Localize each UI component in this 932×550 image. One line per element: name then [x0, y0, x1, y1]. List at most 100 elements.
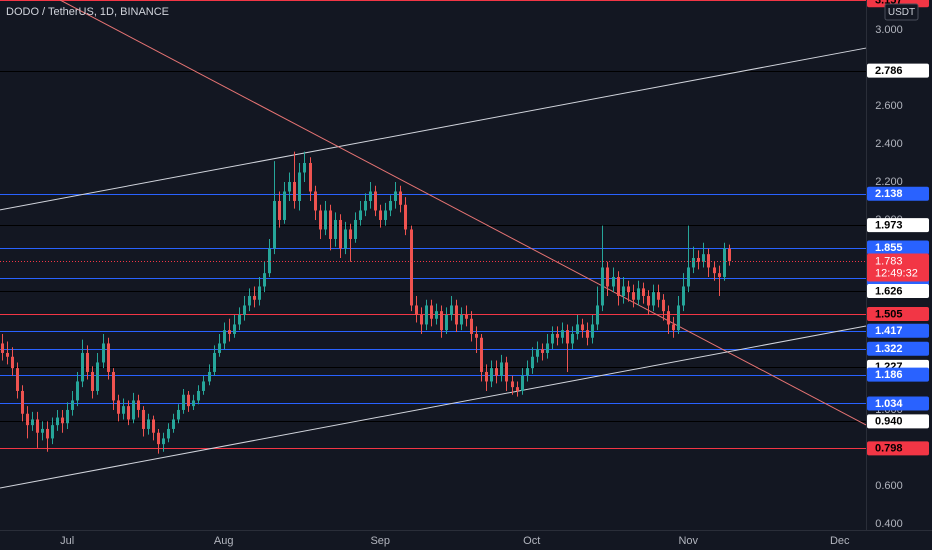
candle-body [526, 368, 529, 376]
candle-body [384, 210, 387, 220]
candle-body [288, 181, 291, 192]
candle-body [157, 432, 160, 445]
currency[interactable]: USDT [888, 7, 915, 18]
candle-body [46, 428, 49, 439]
candle-body [713, 267, 716, 274]
candle-body [208, 371, 211, 382]
candle-body [455, 305, 458, 325]
candle-body [61, 417, 64, 424]
candle-body [303, 162, 306, 173]
candle-body [485, 371, 488, 382]
x-tick-label: Sep [370, 535, 390, 547]
level-label: 1.855 [875, 242, 903, 254]
candle-body [617, 276, 620, 296]
candle-body [218, 343, 221, 353]
candle-body [576, 324, 579, 334]
candle-body [389, 200, 392, 211]
level-label: 3.157 [875, 0, 903, 7]
level-label: 2.138 [875, 188, 903, 200]
candle-body [31, 419, 34, 426]
candle-body [606, 267, 609, 287]
candle-body [364, 200, 367, 211]
candle-body [692, 257, 695, 268]
candle-body [1, 343, 4, 353]
candle-body [531, 356, 534, 369]
candle-body [495, 368, 498, 376]
level-label: 1.417 [875, 325, 903, 337]
level-label-box [867, 414, 929, 429]
candle-body [81, 352, 84, 382]
candle-body [586, 330, 589, 338]
candle-body [172, 419, 175, 429]
candle-body [546, 343, 549, 353]
candle-body [233, 324, 236, 334]
candle-body [490, 368, 493, 382]
candle-body [339, 219, 342, 249]
candle-body [91, 371, 94, 391]
x-tick-label: Aug [214, 535, 234, 547]
candle-body [505, 362, 508, 382]
candle-body [228, 330, 231, 334]
x-tick-label: Dec [830, 535, 850, 547]
candle-body [566, 330, 569, 344]
candle-body [642, 288, 645, 296]
candle-body [556, 333, 559, 338]
candle-body [167, 428, 170, 439]
level-label-box [867, 341, 929, 356]
level-label: 1.322 [875, 343, 903, 355]
candle-body [243, 305, 246, 315]
level-label-box [867, 307, 929, 322]
candle-body [86, 352, 89, 372]
candle-body [258, 286, 261, 300]
candle-body [142, 409, 145, 429]
candle-body [728, 248, 731, 262]
currency-box[interactable] [884, 3, 919, 21]
candle-body [632, 292, 635, 300]
candle-body [541, 349, 544, 353]
candle-body [612, 276, 615, 287]
candle-body [192, 400, 195, 407]
candle-body [329, 210, 332, 239]
candle-body [475, 333, 478, 338]
x-tick-label: Jul [60, 535, 74, 547]
candle-body [238, 314, 241, 325]
candle-body [374, 191, 377, 211]
candle-body [278, 200, 281, 220]
candle-body [319, 210, 322, 230]
candle-body [137, 400, 140, 410]
candle-body [132, 400, 135, 420]
candle-body [51, 425, 54, 439]
candle-body [71, 400, 74, 410]
candle-body [657, 292, 660, 300]
candle-body [662, 299, 665, 312]
candle-body [460, 314, 463, 325]
candle-body [404, 204, 407, 230]
candle-body [117, 400, 120, 414]
candle-body [394, 191, 397, 201]
candle-body [622, 286, 625, 296]
candle-body [415, 305, 418, 315]
level-label: 0.940 [875, 416, 903, 428]
candle-body [410, 229, 413, 306]
level-label-box [867, 284, 929, 299]
candle-body [511, 381, 514, 388]
candle-body [723, 248, 726, 277]
last-price-label: 1.783 [875, 255, 903, 267]
level-label: 1.034 [875, 398, 903, 410]
candle-body [66, 409, 69, 424]
candle-body [677, 305, 680, 331]
candle-body [187, 394, 190, 407]
candle-body [450, 305, 453, 315]
candle-body [152, 419, 155, 433]
candle-body [379, 210, 382, 220]
candle-body [359, 210, 362, 220]
candle-body [56, 417, 59, 426]
y-tick-label: 3.000 [875, 24, 903, 36]
level-label-box [867, 218, 929, 233]
level-label-box [867, 63, 929, 78]
candle-body [273, 200, 276, 249]
candle-body [102, 343, 105, 363]
candle-body [440, 311, 443, 331]
